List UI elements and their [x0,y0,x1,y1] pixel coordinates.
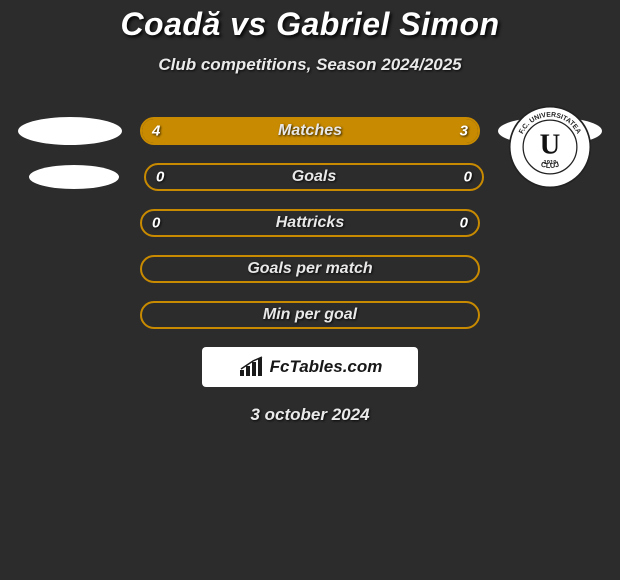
team-logo-placeholder-icon [29,165,119,189]
stat-label: Goals [292,168,336,186]
stat-bar-goals-per-match: Goals per match [140,255,480,283]
right-side-slot: F.C. UNIVERSITATEA CLUJ U 1919 [502,135,598,219]
stat-left-value: 0 [152,215,160,232]
svg-text:1919: 1919 [543,160,557,166]
bar-fill-right [334,119,478,143]
stat-right-value: 0 [460,215,468,232]
bar-chart-icon [238,356,266,378]
stat-label: Matches [278,122,342,140]
page-title: Coadă vs Gabriel Simon [0,6,620,43]
player-photo-placeholder-icon [18,117,122,145]
stat-label: Goals per match [247,260,372,278]
date-label: 3 october 2024 [0,405,620,425]
stat-bar-min-per-goal: Min per goal [140,301,480,329]
club-logo-icon: F.C. UNIVERSITATEA CLUJ U 1919 [508,105,592,189]
stat-row: Goals per match [10,255,610,283]
stats-block: 4 Matches 3 0 Goals 0 [0,117,620,329]
brand-name: FcTables.com [270,357,383,377]
page-subtitle: Club competitions, Season 2024/2025 [0,55,620,75]
stat-label: Min per goal [263,306,357,324]
left-side-slot [18,117,122,145]
brand-badge: FcTables.com [202,347,418,387]
stat-bar-hattricks: 0 Hattricks 0 [140,209,480,237]
stat-row: Min per goal [10,301,610,329]
stat-label: Hattricks [276,214,344,232]
stat-right-value: 3 [460,123,468,140]
svg-text:U: U [540,130,561,161]
stat-bar-goals: 0 Goals 0 [144,163,484,191]
page-root: Coadă vs Gabriel Simon Club competitions… [0,0,620,425]
stat-left-value: 0 [156,169,164,186]
stat-row: 0 Goals 0 F.C. UNIVERSITATEA CLUJ U [10,163,610,191]
stat-left-value: 4 [152,123,160,140]
stat-bar-matches: 4 Matches 3 [140,117,480,145]
left-side-slot [22,165,126,189]
stat-right-value: 0 [464,169,472,186]
